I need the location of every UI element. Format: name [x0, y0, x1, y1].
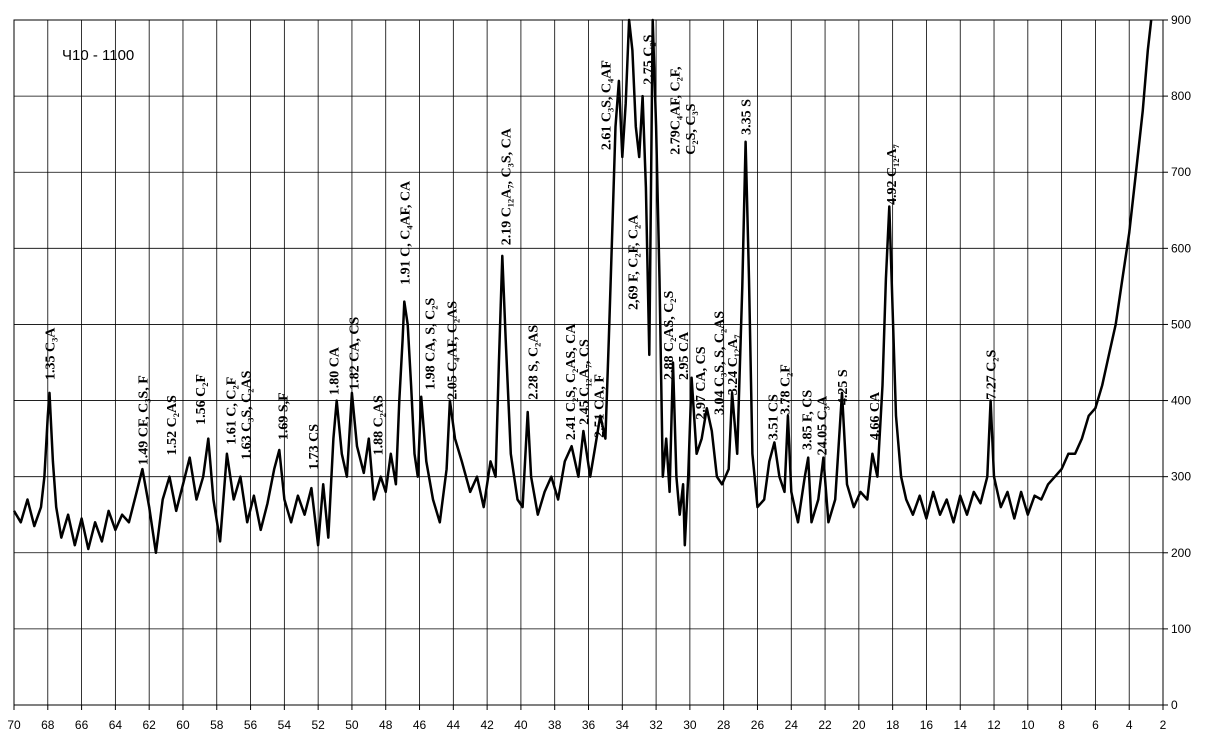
peak-label: 2.28 S, C₂AS [527, 325, 542, 400]
peak-label: 2.88 C₂AS, C₂S [662, 290, 677, 380]
y-tick-label: 900 [1171, 13, 1191, 27]
peak-label: 1.61 C, C₂F [224, 377, 239, 445]
y-tick-label: 400 [1171, 394, 1191, 408]
peak-label: 1.63 C₃S, C₂AS [239, 370, 254, 460]
peak-label: 2.97 CA, CS [694, 346, 709, 419]
peak-label: 1.73 CS [307, 424, 322, 470]
peak-label: 2.51 CA, F [593, 374, 608, 438]
x-tick-label: 26 [751, 718, 765, 732]
x-tick-label: 16 [920, 718, 934, 732]
x-tick-label: 36 [582, 718, 596, 732]
x-tick-label: 34 [616, 718, 630, 732]
y-tick-label: 0 [1171, 698, 1178, 712]
y-tick-label: 700 [1171, 165, 1191, 179]
peak-label: 2.05 C₄AF, C₂AS [446, 301, 461, 400]
peak-label: 24.05 C₃A [816, 395, 831, 455]
y-tick-label: 100 [1171, 622, 1191, 636]
x-tick-label: 28 [717, 718, 731, 732]
y-tick-label: 600 [1171, 241, 1191, 255]
x-tick-label: 70 [7, 718, 21, 732]
x-tick-label: 60 [176, 718, 190, 732]
x-tick-label: 24 [785, 718, 799, 732]
peak-label: 4.66 CA [868, 391, 883, 440]
plot-frame [13, 19, 1164, 706]
x-tick-label: 20 [852, 718, 866, 732]
x-tick-label: 48 [379, 718, 393, 732]
y-tick-label: 300 [1171, 470, 1191, 484]
peak-label: 2,69 F, C₂F, C₂A [626, 214, 641, 310]
x-tick-label: 4 [1126, 718, 1133, 732]
peak-label: 1.56 C₂F [194, 374, 209, 425]
x-tick-label: 22 [818, 718, 832, 732]
x-tick-label: 62 [142, 718, 156, 732]
y-tick-label: 800 [1171, 89, 1191, 103]
peak-label: 1.82 CA, CS [348, 317, 363, 390]
x-tick-label: 68 [41, 718, 55, 732]
peak-label: 2.75 C₂S [642, 34, 657, 84]
x-tick-label: 58 [210, 718, 224, 732]
x-tick-label: 66 [75, 718, 89, 732]
peak-label: 2.61 C₃S, C₄AF [599, 60, 614, 150]
x-tick-label: 54 [278, 718, 292, 732]
x-tick-label: 6 [1092, 718, 1099, 732]
peak-label: 3.24 C₁₂A₇ [726, 334, 741, 395]
peak-label: 1.52 C₂AS [165, 395, 180, 455]
peak-label: 1.35 C₃A [43, 327, 58, 380]
x-tick-label: 64 [109, 718, 123, 732]
x-tick-label: 52 [311, 718, 325, 732]
peak-label: 3.51 CS [767, 394, 782, 440]
peak-label: 1.98 CA, S, C₂S [424, 298, 439, 390]
x-tick-label: 38 [548, 718, 562, 732]
peak-label: 2.45 C₁₂A₇, CS [577, 339, 592, 425]
x-tick-label: 32 [649, 718, 663, 732]
x-tick-label: 2 [1160, 718, 1167, 732]
peak-label: 1.80 CA [327, 346, 342, 395]
peak-label: 7.27 C₂S [985, 349, 1000, 399]
y-tick-label: 500 [1171, 317, 1191, 331]
peak-label: 1.88 C₂AS [371, 395, 386, 455]
x-tick-label: 10 [1021, 718, 1035, 732]
chart-title: Ч10 - 1100 [62, 47, 134, 64]
x-tick-label: 56 [244, 718, 258, 732]
peak-label: 1.49 CF, C₃S, F [136, 375, 151, 465]
peak-label: C₂S, C₃S [684, 103, 699, 154]
x-tick-label: 12 [987, 718, 1001, 732]
x-tick-label: 42 [480, 718, 494, 732]
peak-label: 2.41 C₂S, C₂AS, CA [564, 323, 579, 440]
peak-label: 2.95 CA [677, 331, 692, 380]
x-tick-label: 14 [954, 718, 968, 732]
x-tick-label: 8 [1058, 718, 1065, 732]
x-tick-label: 40 [514, 718, 528, 732]
peak-label: 2.79C₄AF, C₂F, [669, 66, 684, 154]
peak-label: 2.19 C₁₂A₇, C₃S, CA [500, 127, 515, 245]
y-tick-label: 200 [1171, 546, 1191, 560]
peak-label: 3.78 C₂F [779, 364, 794, 415]
peak-label: 3.04 C₃S, S, C₂AS [713, 311, 728, 415]
x-tick-label: 30 [683, 718, 697, 732]
peak-label: 4.25 S [836, 369, 851, 405]
peak-label: 3.35 S [740, 99, 755, 135]
data-line [12, 18, 1153, 555]
x-tick-label: 50 [345, 718, 359, 732]
x-tick-label: 44 [447, 718, 461, 732]
peak-label: 3.85 F, CS [800, 390, 815, 450]
peak-label: 4.92 C₁₂A₇ [885, 144, 900, 205]
peak-label: 1.69 S,F [277, 392, 292, 440]
x-tick-label: 46 [413, 718, 427, 732]
x-tick-label: 18 [886, 718, 900, 732]
peak-label: 1.91 C, C₄AF, CA [398, 180, 413, 285]
